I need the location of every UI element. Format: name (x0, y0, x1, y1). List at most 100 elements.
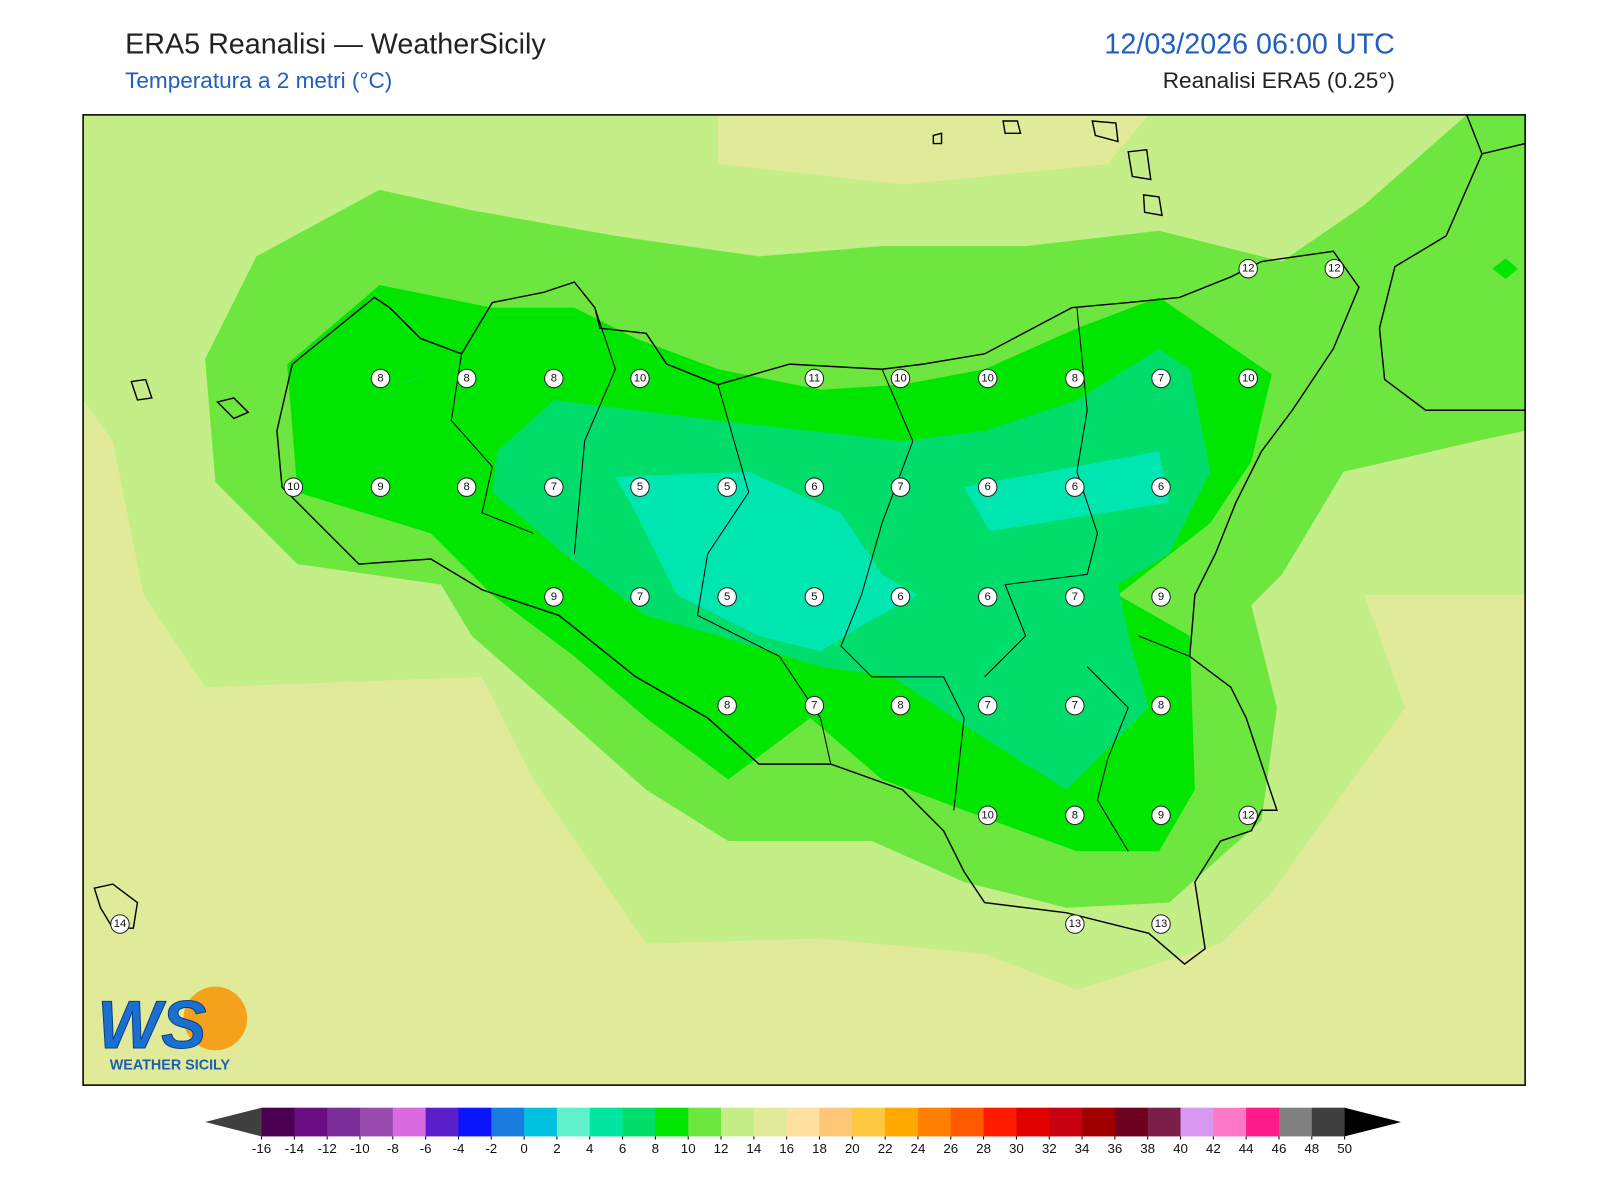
station-marker (630, 477, 650, 497)
coastline (93, 114, 1526, 966)
station-marker (1151, 695, 1171, 716)
colorbar-tick-label: 28 (976, 1141, 991, 1156)
station-marker (1065, 587, 1085, 607)
station-marker (977, 368, 998, 389)
station-marker (1151, 914, 1171, 934)
station-value: 7 (897, 481, 903, 493)
colorbar-tick-label: -4 (453, 1141, 465, 1156)
station-value: 8 (377, 372, 383, 384)
colorbar-tick-label: 32 (1042, 1141, 1057, 1156)
station-marker (110, 914, 130, 934)
contour (1492, 258, 1518, 279)
colorbar-bin (425, 1107, 459, 1137)
province-borders (450, 307, 1190, 852)
colorbar-tick-label: 14 (746, 1141, 761, 1156)
station-marker (804, 477, 825, 497)
station-marker (1151, 477, 1171, 497)
colorbar-tick-label: 18 (812, 1141, 827, 1156)
colorbar-under (205, 1107, 262, 1137)
contour (717, 114, 1149, 185)
colorbar-bin (819, 1107, 853, 1137)
station-value: 7 (637, 591, 643, 603)
colorbar-bin (1213, 1107, 1247, 1137)
station-marker (370, 477, 391, 497)
station-value: 6 (985, 481, 991, 493)
station-value: 6 (811, 481, 817, 493)
station-marker (370, 368, 391, 389)
colorbar-tick-label: -12 (318, 1141, 337, 1156)
station-value: 8 (551, 372, 557, 384)
colorbar-tick-label: 50 (1337, 1141, 1352, 1156)
station-marker (977, 477, 998, 497)
colorbar-tick-label: 30 (1009, 1141, 1024, 1156)
colorbar-bin (327, 1107, 361, 1137)
station-value: 6 (1158, 481, 1164, 493)
colorbar-tick-label: 20 (845, 1141, 860, 1156)
station-value: 8 (464, 372, 470, 384)
logo-sun (183, 986, 248, 1051)
station-marker (544, 477, 564, 497)
station-value: 10 (1242, 372, 1255, 384)
colorbar-tick-label: -8 (387, 1141, 399, 1156)
station-marker (977, 587, 998, 607)
station-value: 13 (1069, 918, 1082, 930)
station-value: 7 (551, 481, 557, 493)
colorbar-bin (589, 1107, 624, 1137)
colorbar-bin (917, 1107, 952, 1137)
station-marker (544, 587, 564, 607)
station-marker (1065, 368, 1085, 389)
colorbar-tick-label: 24 (911, 1141, 926, 1156)
station-value: 9 (377, 481, 383, 493)
colorbar-tick-label: 16 (779, 1141, 794, 1156)
colorbar-bin (1246, 1107, 1280, 1137)
colorbar-bin (622, 1107, 656, 1137)
station-marker (1324, 258, 1345, 279)
station-value: 9 (1158, 809, 1164, 821)
colorbar-bin (1278, 1107, 1313, 1137)
station-marker (804, 695, 825, 716)
colorbar-bin (556, 1107, 591, 1137)
colorbar-tick-label: 38 (1140, 1141, 1155, 1156)
colorbar-bin (852, 1107, 886, 1137)
colorbar-tick-label: 12 (714, 1141, 729, 1156)
colorbar-tick-label: -2 (485, 1141, 497, 1156)
colorbar-bin (491, 1107, 525, 1137)
station-marker (977, 805, 998, 826)
station-value: 8 (1072, 809, 1078, 821)
colorbar-bin (655, 1107, 689, 1137)
colorbar-tick-label: 8 (652, 1141, 659, 1156)
colorbar-bin (688, 1107, 722, 1137)
colorbar-bin (360, 1107, 394, 1137)
station-marker (456, 368, 477, 389)
station-value: 8 (1072, 372, 1078, 384)
station-value: 6 (897, 591, 903, 603)
station-marker (1151, 805, 1171, 826)
station-marker (1065, 914, 1085, 934)
station-marker (890, 368, 911, 389)
station-marker (804, 368, 825, 389)
colorbar: -16 -14 -12 -10 -8 -6 -4 -2 0 2 4 6 8 10 12 14 16 18 20 22 2… (205, 1107, 1402, 1156)
map-frame (82, 114, 1526, 1086)
station-value: 7 (811, 700, 817, 712)
colorbar-bin (1114, 1107, 1149, 1137)
station-marker (1238, 805, 1258, 826)
colorbar-bin (392, 1107, 427, 1137)
colorbar-tick-label: -6 (420, 1141, 432, 1156)
contour (615, 471, 918, 652)
station-value: 6 (985, 591, 991, 603)
station-value: 12 (1242, 809, 1255, 821)
station-marker (1065, 805, 1085, 826)
station-value: 12 (1242, 263, 1255, 275)
station-marker (1151, 587, 1171, 607)
station-marker (1151, 368, 1171, 389)
station-value: 5 (724, 591, 730, 603)
datetime: 12/03/2026 06:00 UTC (1104, 28, 1394, 60)
colorbar-bin (1049, 1107, 1083, 1137)
station-marker (717, 695, 737, 716)
source: Reanalisi ERA5 (0.25°) (1163, 68, 1395, 93)
colorbar-bin (458, 1107, 492, 1137)
station-marker (630, 368, 650, 389)
station-value: 8 (464, 481, 470, 493)
station-value: 8 (1158, 700, 1164, 712)
colorbar-bin (1180, 1107, 1214, 1137)
